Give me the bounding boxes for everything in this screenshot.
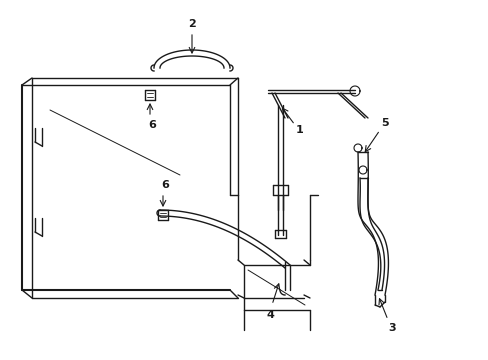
Text: 2: 2 xyxy=(188,19,196,29)
Text: 3: 3 xyxy=(387,323,395,333)
Text: 6: 6 xyxy=(161,180,168,190)
Text: 1: 1 xyxy=(296,125,303,135)
Text: 4: 4 xyxy=(265,310,273,320)
Text: 6: 6 xyxy=(148,120,156,130)
Text: 5: 5 xyxy=(381,118,388,128)
